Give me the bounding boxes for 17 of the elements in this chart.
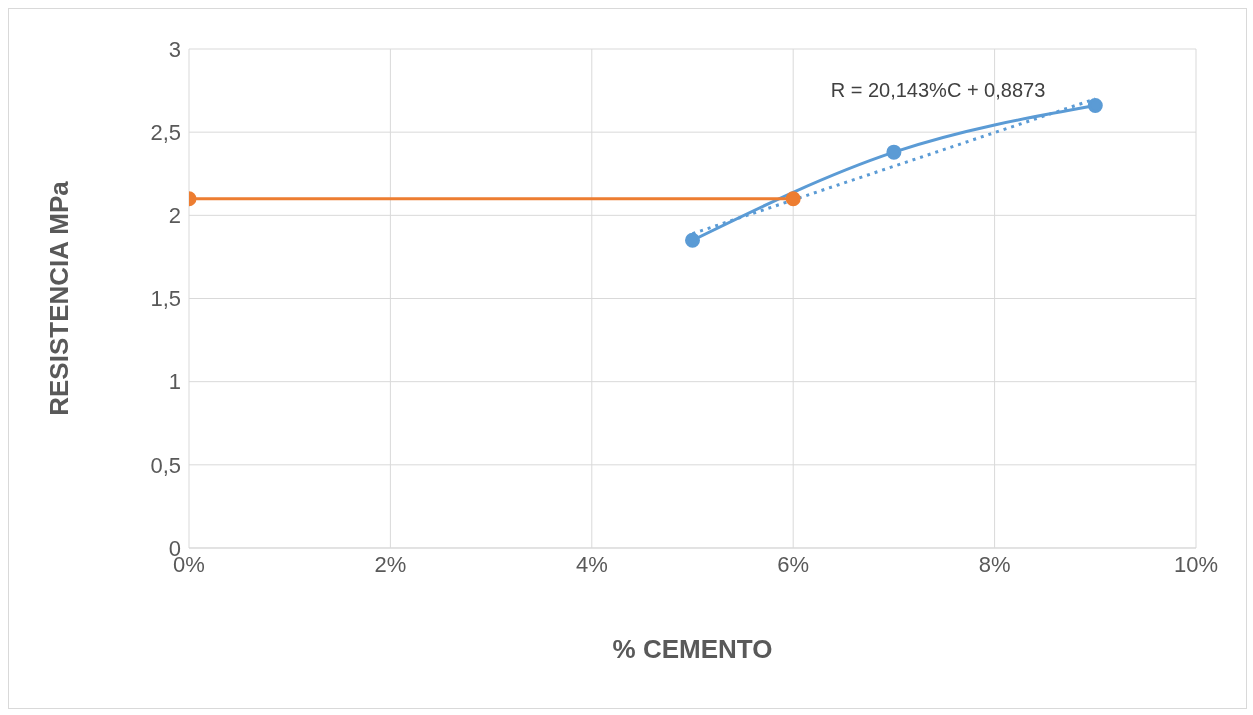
x-axis-title: % CEMENTO [612,634,773,664]
y-tick-label: 3 [168,36,181,62]
x-tick-label: 10% [1173,551,1219,577]
point [886,144,902,160]
y-tick-label: 2 [168,203,181,229]
x-tick-label: 2% [374,551,407,577]
y-tick-label: 2,5 [150,119,181,145]
y-tick-label: 0,5 [150,452,181,478]
y-tick-label: 1,5 [150,286,181,312]
annotation: R = 20,143%C + 0,8873 [830,78,1046,101]
y-axis-title: RESISTENCIA MPa [44,180,75,416]
y-tick-label: 1 [168,369,181,395]
x-tick-label: 6% [777,551,810,577]
point [1087,98,1103,114]
point [685,232,700,248]
x-tick-label: 4% [575,551,608,577]
x-tick-label: 8% [978,551,1011,577]
